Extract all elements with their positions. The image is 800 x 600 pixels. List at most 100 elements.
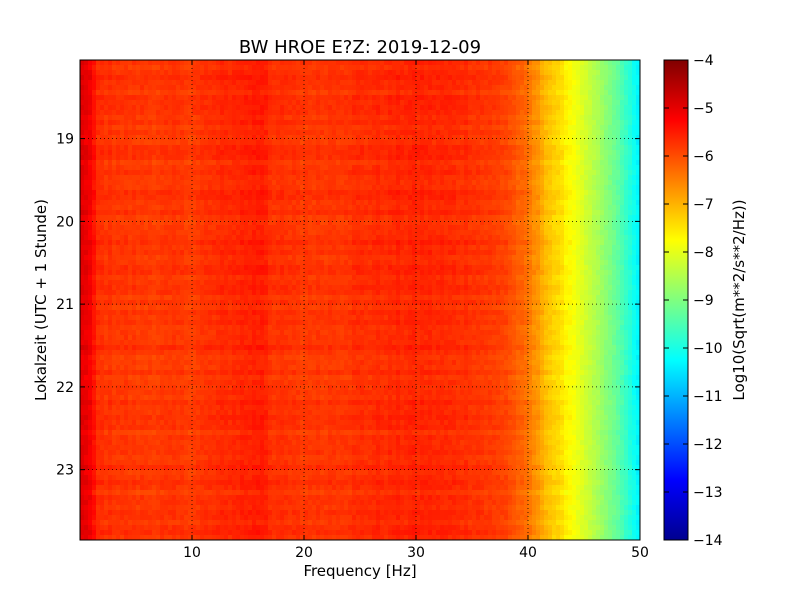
heatmap-cell	[628, 80, 633, 86]
heatmap-cell	[316, 235, 321, 241]
heatmap-cell	[224, 85, 229, 91]
heatmap-cell	[84, 215, 89, 221]
heatmap-cell	[432, 60, 437, 66]
heatmap-cell	[528, 100, 533, 106]
heatmap-cell	[496, 95, 501, 101]
heatmap-cell	[396, 225, 401, 231]
heatmap-cell	[572, 160, 577, 166]
heatmap-cell	[96, 70, 101, 76]
heatmap-cell	[348, 120, 353, 126]
heatmap-cell	[500, 180, 505, 186]
heatmap-cell	[376, 210, 381, 216]
heatmap-cell	[380, 220, 385, 226]
heatmap-cell	[264, 120, 269, 126]
heatmap-cell	[292, 160, 297, 166]
heatmap-cell	[176, 100, 181, 106]
heatmap-cell	[120, 120, 125, 126]
heatmap-cell	[160, 205, 165, 211]
heatmap-cell	[192, 160, 197, 166]
heatmap-cell	[164, 210, 169, 216]
heatmap-cell	[400, 70, 405, 76]
heatmap-cell	[632, 135, 637, 141]
heatmap-cell	[480, 205, 485, 211]
heatmap-cell	[520, 70, 525, 76]
heatmap-cell	[216, 175, 221, 181]
heatmap-cell	[80, 165, 85, 171]
heatmap-cell	[84, 160, 89, 166]
heatmap-cell	[380, 100, 385, 106]
heatmap-cell	[360, 150, 365, 156]
heatmap-cell	[364, 125, 369, 131]
heatmap-cell	[572, 105, 577, 111]
heatmap-cell	[192, 65, 197, 71]
heatmap-cell	[604, 155, 609, 161]
heatmap-cell	[620, 155, 625, 161]
heatmap-cell	[236, 195, 241, 201]
heatmap-cell	[88, 145, 93, 151]
heatmap-cell	[484, 155, 489, 161]
heatmap-cell	[196, 100, 201, 106]
heatmap-cell	[184, 130, 189, 136]
heatmap-cell	[312, 110, 317, 116]
heatmap-cell	[252, 100, 257, 106]
heatmap-cell	[356, 175, 361, 181]
heatmap-cell	[424, 190, 429, 196]
heatmap-cell	[468, 155, 473, 161]
heatmap-cell	[228, 115, 233, 121]
heatmap-cell	[400, 230, 405, 236]
heatmap-cell	[432, 125, 437, 131]
heatmap-cell	[332, 125, 337, 131]
heatmap-cell	[380, 120, 385, 126]
heatmap-cell	[392, 90, 397, 96]
heatmap-cell	[636, 85, 640, 91]
heatmap-cell	[508, 95, 513, 101]
heatmap-cell	[452, 135, 457, 141]
heatmap-cell	[244, 155, 249, 161]
heatmap-cell	[184, 190, 189, 196]
heatmap-cell	[228, 65, 233, 71]
heatmap-cell	[232, 150, 237, 156]
heatmap-cell	[140, 180, 145, 186]
heatmap-cell	[200, 90, 205, 96]
heatmap-cell	[392, 195, 397, 201]
heatmap-cell	[88, 105, 93, 111]
heatmap-cell	[576, 135, 581, 141]
heatmap-cell	[252, 125, 257, 131]
heatmap-cell	[336, 90, 341, 96]
heatmap-cell	[116, 180, 121, 186]
heatmap-cell	[388, 135, 393, 141]
heatmap-cell	[424, 80, 429, 86]
heatmap-cell	[304, 175, 309, 181]
heatmap-cell	[116, 155, 121, 161]
heatmap-cell	[344, 85, 349, 91]
heatmap-cell	[464, 65, 469, 71]
heatmap-cell	[112, 160, 117, 166]
heatmap-cell	[148, 220, 153, 226]
heatmap-cell	[580, 220, 585, 226]
heatmap-cell	[512, 130, 517, 136]
heatmap-cell	[128, 185, 133, 191]
heatmap-cell	[296, 75, 301, 81]
heatmap-cell	[468, 230, 473, 236]
heatmap-cell	[572, 95, 577, 101]
heatmap-cell	[88, 165, 93, 171]
heatmap-cell	[332, 105, 337, 111]
heatmap-cell	[212, 75, 217, 81]
heatmap-cell	[372, 70, 377, 76]
heatmap-cell	[352, 85, 357, 91]
heatmap-cell	[128, 105, 133, 111]
heatmap-cell	[368, 120, 373, 126]
heatmap-cell	[316, 120, 321, 126]
heatmap-cell	[288, 175, 293, 181]
heatmap-cell	[172, 170, 177, 176]
heatmap-cell	[184, 80, 189, 86]
heatmap-cell	[376, 225, 381, 231]
heatmap-cell	[560, 200, 565, 206]
heatmap-cell	[348, 235, 353, 241]
heatmap-cell	[456, 230, 461, 236]
heatmap-cell	[84, 90, 89, 96]
heatmap-cell	[268, 75, 273, 81]
heatmap-cell	[584, 230, 589, 236]
heatmap-cell	[236, 180, 241, 186]
heatmap-cell	[360, 135, 365, 141]
